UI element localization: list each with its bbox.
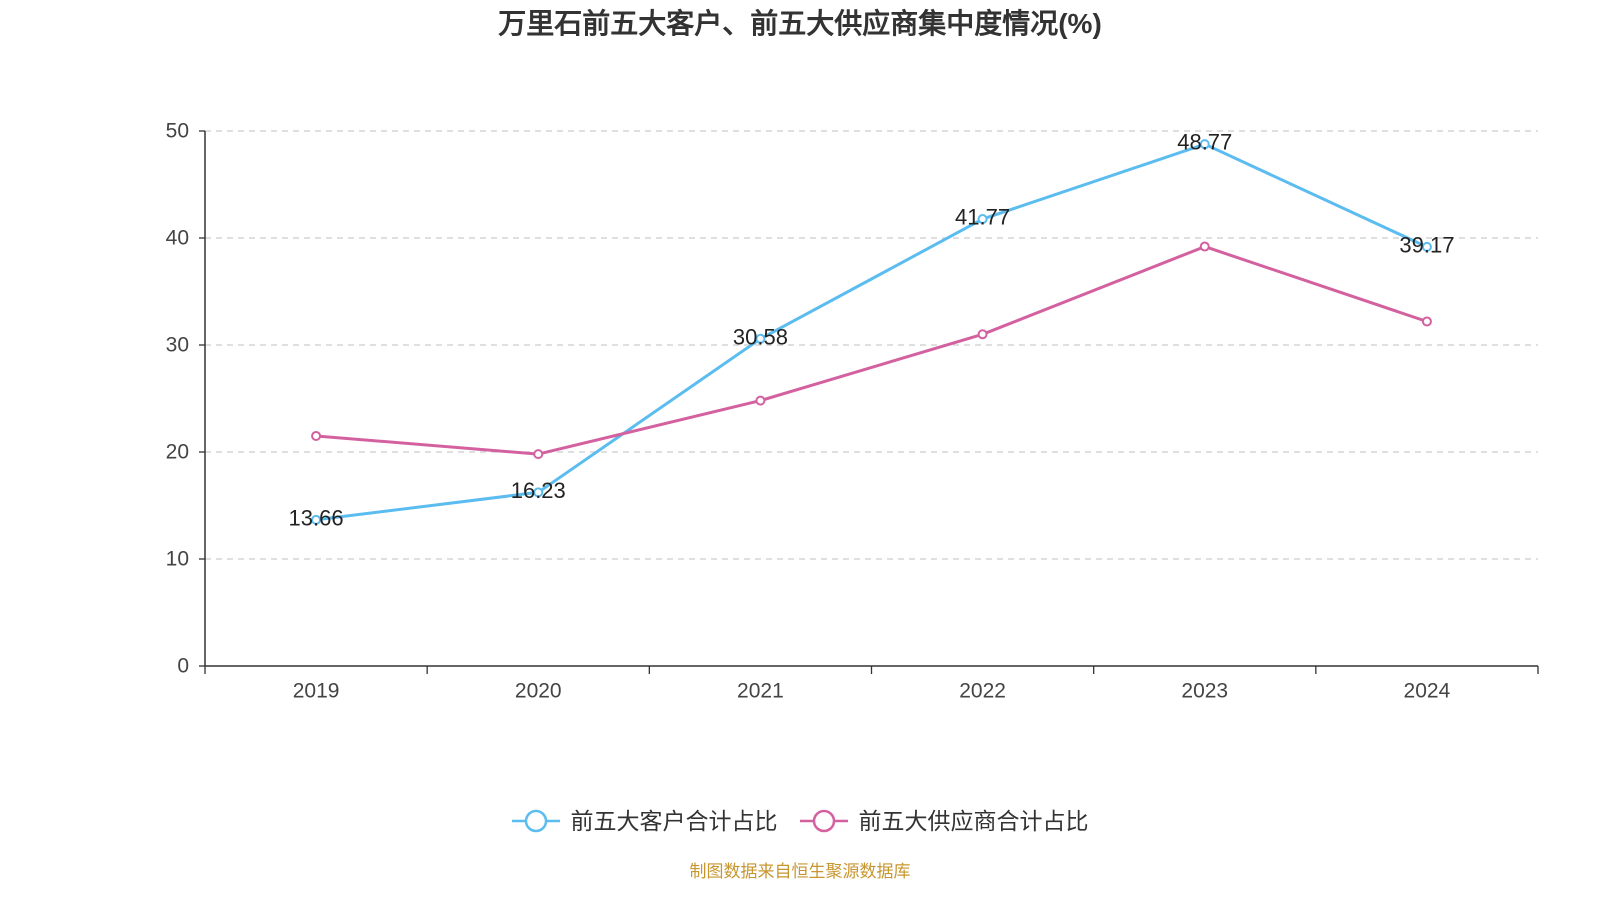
customers-legend-icon	[511, 809, 560, 833]
data-source-note: 制图数据来自恒生聚源数据库	[689, 862, 911, 881]
top5-customers-data-label-2021: 30.58	[733, 324, 788, 349]
y-tick-label-30: 30	[166, 334, 189, 357]
top5-suppliers-series-line	[315, 245, 1428, 456]
grid-lines	[205, 130, 1538, 560]
legend-circle-marker	[812, 809, 835, 833]
top5-customers-point-2022	[977, 214, 988, 225]
top5-customers-point-2024	[1421, 241, 1432, 252]
top5-suppliers-point-2024	[1421, 316, 1432, 327]
x-tick-label-2020: 2020	[515, 680, 562, 703]
y-tick-label-50: 50	[166, 120, 189, 143]
series-lines	[315, 142, 1428, 522]
data-labels: 13.66 16.23 30.58 41.77 48.77 39.17	[289, 130, 1455, 531]
y-tick-label-10: 10	[166, 548, 189, 571]
chart-legend: 前五大客户合计占比 前五大供应商合计占比	[0, 804, 1600, 838]
top5-customers-data-label-2024: 39.17	[1399, 232, 1454, 257]
y-tick-label-0: 0	[177, 655, 189, 678]
legend-label-top5-suppliers: 前五大供应商合计占比	[858, 808, 1089, 834]
top5-customers-point-2021	[755, 333, 766, 344]
top5-suppliers-point-2019	[311, 430, 322, 441]
top5-suppliers-point-2021	[755, 395, 766, 406]
top5-customers-data-label-2020: 16.23	[511, 478, 566, 503]
top5-customers-point-2023	[1199, 139, 1210, 150]
legend-item-top5-customers[interactable]: 前五大客户合计占比	[511, 806, 778, 836]
x-tick-label-2022: 2022	[959, 680, 1006, 703]
top5-customers-data-label-2022: 41.77	[955, 205, 1010, 230]
y-tick-label-40: 40	[166, 227, 189, 250]
series-points	[311, 139, 1432, 525]
top5-suppliers-point-2022	[977, 329, 988, 340]
top5-customers-point-2020	[533, 487, 544, 498]
y-tick-label-20: 20	[166, 441, 189, 464]
top5-customers-data-label-2023: 48.77	[1177, 130, 1232, 155]
top5-suppliers-point-2020	[533, 449, 544, 460]
x-tick-label-2024: 2024	[1404, 680, 1451, 703]
top5-customers-series-line	[315, 142, 1428, 522]
legend-item-top5-suppliers[interactable]: 前五大供应商合计占比	[799, 806, 1089, 836]
x-tick-label-2021: 2021	[737, 680, 784, 703]
x-tick-label-2023: 2023	[1181, 680, 1228, 703]
top5-customers-point-2019	[311, 514, 322, 525]
axes: 0 10 20 30 40 50 2019 2020 2021 2022 2023 2024	[166, 120, 1539, 703]
legend-label-top5-customers: 前五大客户合计占比	[570, 808, 778, 834]
chart-title: 万里石前五大客户、前五大供应商集中度情况(%)	[498, 8, 1102, 39]
top5-suppliers-point-2023	[1199, 241, 1210, 252]
top5-customers-data-label-2019: 13.66	[289, 505, 344, 530]
x-tick-label-2019: 2019	[293, 680, 340, 703]
suppliers-legend-icon	[799, 809, 848, 833]
legend-circle-marker	[524, 809, 547, 833]
line-chart: 0 10 20 30 40 50 2019 2020 2021 2022 2023 2024 13.66…	[166, 120, 1539, 703]
